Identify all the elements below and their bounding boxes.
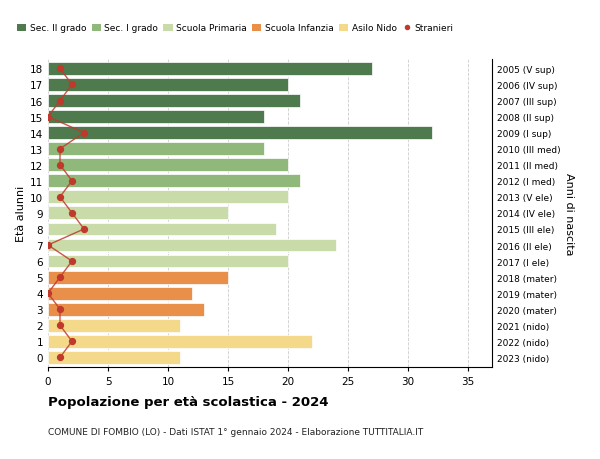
Bar [48,95,300,108]
Point [55,66,65,73]
Bar [48,175,300,188]
Y-axis label: Anni di nascita: Anni di nascita [565,172,574,255]
Point [79,226,89,233]
Point [55,146,65,153]
Bar [48,191,288,204]
Point [55,306,65,313]
Point [55,194,65,201]
Point [55,354,65,361]
Bar [48,335,312,348]
Bar [48,255,288,268]
Bar [48,351,180,364]
Bar [48,79,288,92]
Bar [48,159,288,172]
Point [55,274,65,281]
Point [43,290,53,297]
Point [55,162,65,169]
Point [55,98,65,105]
Point [79,130,89,137]
Legend: Sec. II grado, Sec. I grado, Scuola Primaria, Scuola Infanzia, Asilo Nido, Stran: Sec. II grado, Sec. I grado, Scuola Prim… [17,24,454,33]
Point [67,82,77,89]
Bar [48,239,336,252]
Point [67,178,77,185]
Point [43,114,53,121]
Bar [48,63,372,76]
Point [55,322,65,329]
Text: Popolazione per età scolastica - 2024: Popolazione per età scolastica - 2024 [48,395,329,408]
Bar [48,303,204,316]
Bar [48,111,264,124]
Bar [48,223,276,236]
Point [67,258,77,265]
Bar [48,207,228,220]
Bar [48,271,228,284]
Point [67,210,77,217]
Bar [48,319,180,332]
Point [67,338,77,345]
Bar [48,127,432,140]
Point [43,242,53,249]
Bar [48,287,192,300]
Bar [48,143,264,156]
Text: COMUNE DI FOMBIO (LO) - Dati ISTAT 1° gennaio 2024 - Elaborazione TUTTITALIA.IT: COMUNE DI FOMBIO (LO) - Dati ISTAT 1° ge… [48,427,423,436]
Y-axis label: Età alunni: Età alunni [16,185,26,241]
